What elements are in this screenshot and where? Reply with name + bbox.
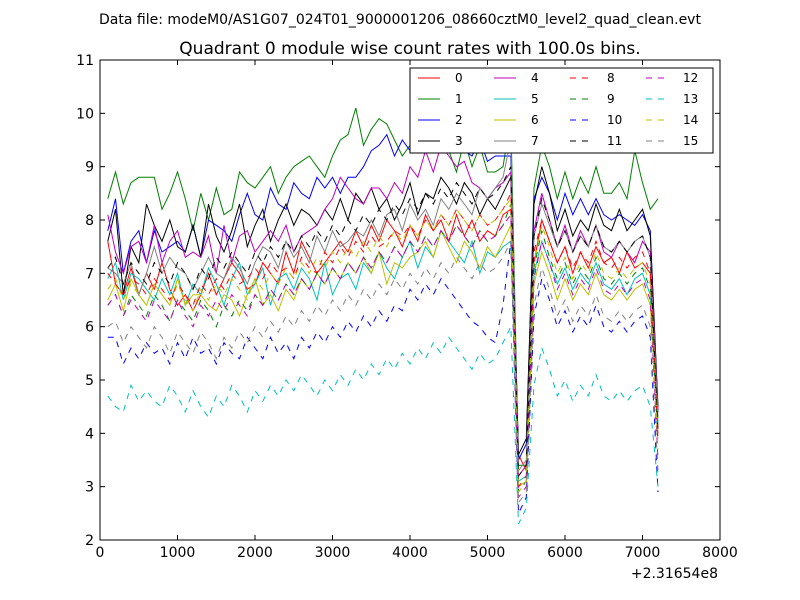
y-tick-label: 9 bbox=[85, 160, 94, 176]
y-tick-label: 7 bbox=[85, 266, 94, 282]
x-tick-label: 5000 bbox=[470, 545, 506, 561]
series-5-line bbox=[107, 229, 659, 483]
legend-label-13: 13 bbox=[683, 92, 698, 106]
legend-label-6: 6 bbox=[531, 113, 539, 127]
x-tick-label: 8000 bbox=[702, 545, 738, 561]
legend-label-3: 3 bbox=[455, 134, 463, 148]
x-tick-label: 2000 bbox=[237, 545, 273, 561]
x-tick-label: 7000 bbox=[625, 545, 661, 561]
legend-label-11: 11 bbox=[607, 134, 622, 148]
legend-label-2: 2 bbox=[455, 113, 463, 127]
y-tick-label: 10 bbox=[76, 106, 94, 122]
legend-label-14: 14 bbox=[683, 113, 698, 127]
y-tick-label: 8 bbox=[85, 213, 94, 229]
y-tick-label: 2 bbox=[85, 533, 94, 549]
x-tick-label: 4000 bbox=[392, 545, 428, 561]
suptitle: Data file: modeM0/AS1G07_024T01_90000012… bbox=[99, 12, 701, 28]
x-offset-label: +2.31654e8 bbox=[631, 566, 718, 582]
x-tick-label: 6000 bbox=[547, 545, 583, 561]
legend-box bbox=[409, 67, 714, 154]
y-tick-label: 5 bbox=[85, 373, 94, 389]
y-tick-label: 4 bbox=[85, 426, 94, 442]
x-tick-label: 0 bbox=[96, 545, 105, 561]
series-4-line bbox=[107, 144, 659, 478]
series-13-line bbox=[107, 326, 659, 525]
legend-label-7: 7 bbox=[531, 134, 539, 148]
legend-label-10: 10 bbox=[607, 113, 622, 127]
y-tick-label: 3 bbox=[85, 480, 94, 496]
x-tick-label: 3000 bbox=[315, 545, 351, 561]
legend-label-8: 8 bbox=[607, 71, 615, 85]
legend-label-15: 15 bbox=[683, 134, 698, 148]
x-tick-label: 1000 bbox=[160, 545, 196, 561]
chart-title: Quadrant 0 module wise count rates with … bbox=[179, 39, 640, 59]
legend-label-9: 9 bbox=[607, 92, 615, 106]
legend-label-4: 4 bbox=[531, 71, 539, 85]
legend-label-1: 1 bbox=[455, 92, 463, 106]
legend-label-0: 0 bbox=[455, 71, 463, 85]
y-tick-label: 11 bbox=[76, 53, 94, 69]
series-9-line bbox=[107, 203, 659, 494]
axes: 0 1000 2000 3000 4000 5000 6000 7000 8000 2 3 4 5 6 7 8… bbox=[76, 53, 738, 561]
legend-label-12: 12 bbox=[683, 71, 698, 85]
series-6-line bbox=[107, 225, 659, 488]
series-8-line bbox=[107, 193, 659, 489]
series-15-line bbox=[107, 241, 659, 505]
series-3-line bbox=[107, 166, 659, 455]
y-tick-label: 6 bbox=[85, 320, 94, 336]
series-1-line bbox=[107, 106, 659, 466]
series-layer bbox=[107, 106, 659, 525]
series-11-line bbox=[107, 166, 659, 478]
legend-label-5: 5 bbox=[531, 92, 539, 106]
